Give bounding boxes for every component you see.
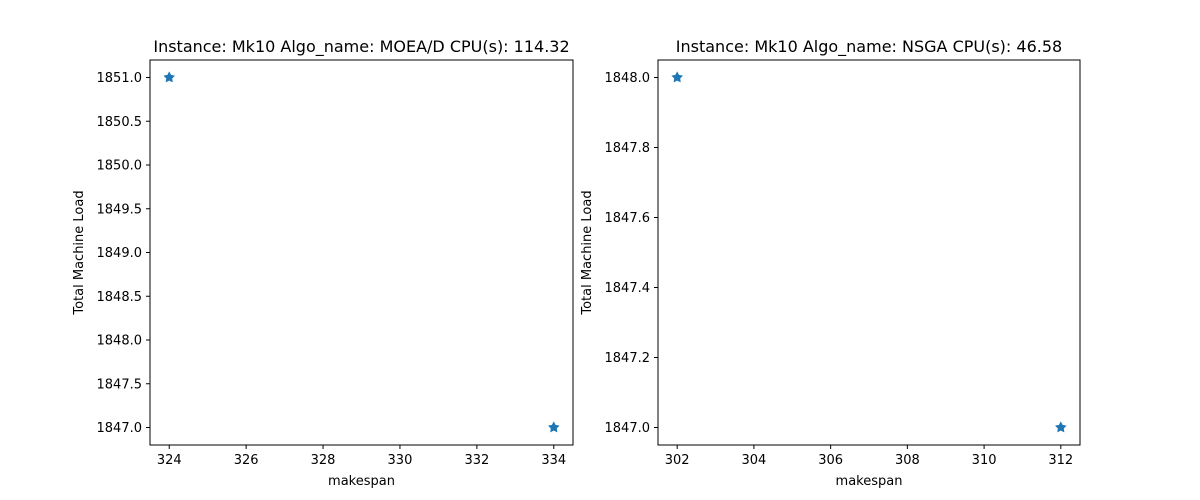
x-tick-label: 312 — [1048, 453, 1073, 468]
y-tick-label: 1849.5 — [97, 202, 143, 217]
y-tick-label: 1848.0 — [605, 71, 651, 86]
x-tick-label: 308 — [895, 453, 920, 468]
y-tick-label: 1847.4 — [605, 281, 651, 296]
x-tick-label: 328 — [311, 453, 336, 468]
y-tick-label: 1849.0 — [97, 246, 143, 261]
y-tick-label: 1847.6 — [605, 211, 651, 226]
y-axis-label: Total Machine Load — [72, 190, 87, 315]
plot-area — [657, 59, 1081, 446]
x-axis-label: makespan — [836, 474, 903, 489]
y-tick-label: 1851.0 — [97, 71, 143, 86]
y-tick-label: 1847.0 — [97, 421, 143, 436]
data-point — [548, 421, 560, 433]
x-tick-label: 306 — [818, 453, 843, 468]
x-axis-label: makespan — [328, 474, 395, 489]
data-point — [1055, 421, 1067, 433]
x-tick-label: 324 — [157, 453, 182, 468]
x-tick-label: 326 — [234, 453, 259, 468]
y-tick-label: 1850.0 — [97, 159, 143, 174]
chart-title: Instance: Mk10 Algo_name: MOEA/D CPU(s):… — [153, 37, 569, 57]
plot-area — [149, 59, 574, 446]
y-tick-label: 1848.0 — [97, 334, 143, 349]
y-tick-label: 1847.2 — [605, 351, 651, 366]
chart-nsga: Instance: Mk10 Algo_name: NSGA CPU(s): 4… — [580, 37, 1081, 489]
data-point — [671, 71, 683, 83]
y-tick-label: 1850.5 — [97, 115, 143, 130]
x-tick-label: 330 — [388, 453, 413, 468]
y-tick-label: 1848.5 — [97, 290, 143, 305]
x-tick-label: 334 — [541, 453, 566, 468]
y-tick-label: 1847.8 — [605, 141, 651, 156]
y-tick-label: 1847.0 — [605, 421, 651, 436]
y-tick-label: 1847.5 — [97, 377, 143, 392]
chart-title: Instance: Mk10 Algo_name: NSGA CPU(s): 4… — [676, 37, 1062, 57]
x-tick-label: 332 — [464, 453, 489, 468]
chart-moead: Instance: Mk10 Algo_name: MOEA/D CPU(s):… — [72, 37, 574, 489]
x-tick-label: 310 — [972, 453, 997, 468]
y-axis-label: Total Machine Load — [580, 190, 595, 315]
x-tick-label: 302 — [665, 453, 690, 468]
data-point — [163, 71, 175, 83]
x-tick-label: 304 — [741, 453, 766, 468]
